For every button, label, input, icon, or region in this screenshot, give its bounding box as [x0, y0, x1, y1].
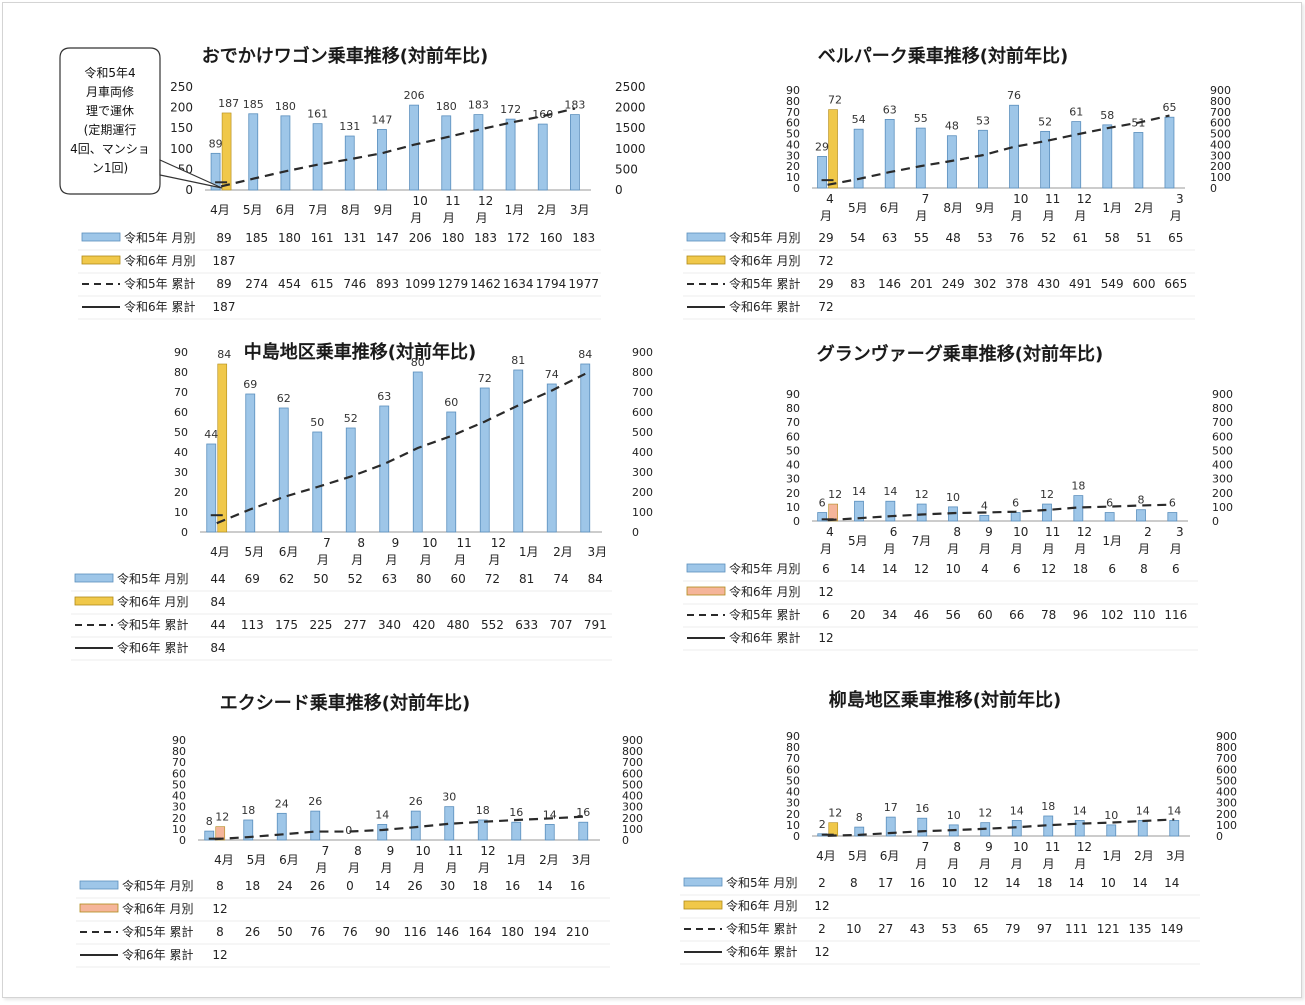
page-frame [2, 2, 1302, 998]
page: おでかけワゴン乗車推移(対前年比) 0 50 100 150 200 250 0 500 1000… [0, 0, 1305, 1001]
